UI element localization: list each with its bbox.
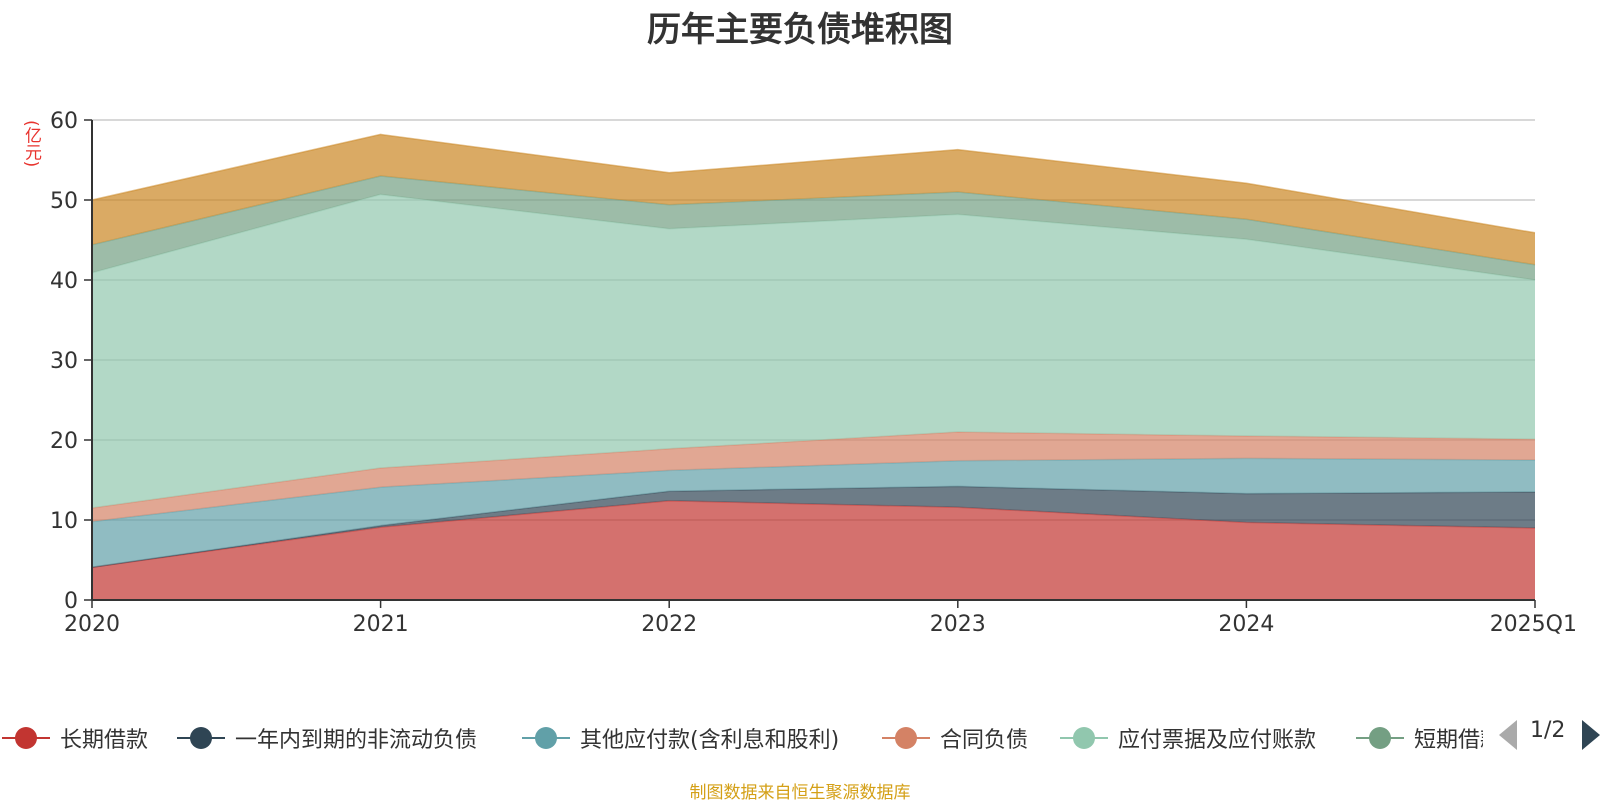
legend-item[interactable]: 合同负债 xyxy=(882,718,1028,758)
legend-marker-icon xyxy=(177,718,225,758)
legend-marker-dot xyxy=(190,727,212,749)
legend-item[interactable]: 短期借款 xyxy=(1356,718,1483,758)
y-tick-label: 50 xyxy=(50,189,78,214)
y-tick-label: 20 xyxy=(50,429,78,454)
y-tick-label: 30 xyxy=(50,349,78,374)
legend-label: 短期借款 xyxy=(1414,728,1483,753)
area-series-1 xyxy=(92,486,1535,568)
x-tick-label: 2024 xyxy=(1218,612,1274,637)
legend-item[interactable]: 应付票据及应付账款 xyxy=(1060,718,1316,758)
legend-marker-dot xyxy=(535,727,557,749)
x-tick-label: 2022 xyxy=(641,612,697,637)
chart-legend: 长期借款 一年内到期的非流动负债 其他应付款(含利息和股利) 合同负债 应付票据及应付账… xyxy=(0,718,1600,758)
area-series xyxy=(91,133,1536,600)
legend-marker-dot xyxy=(1073,727,1095,749)
legend-page-indicator: 1/2 xyxy=(1530,718,1566,743)
legend-label: 合同负债 xyxy=(940,728,1029,753)
area-series-3 xyxy=(92,432,1535,522)
legend-marker-icon xyxy=(1356,718,1404,758)
y-axis-unit-label: (亿元) xyxy=(21,120,41,168)
legend-prev-page-icon[interactable] xyxy=(1499,720,1517,750)
legend-item[interactable]: 长期借款 xyxy=(2,718,148,758)
chart-title: 历年主要负债堆积图 xyxy=(647,10,953,50)
area-series-5 xyxy=(92,176,1535,280)
legend-marker-dot xyxy=(15,727,37,749)
area-series-4 xyxy=(92,194,1535,508)
area-series-6 xyxy=(92,134,1535,265)
legend-marker-dot xyxy=(1369,727,1391,749)
area-series-2 xyxy=(92,458,1535,568)
y-tick-label: 10 xyxy=(50,509,78,534)
x-tick-label: 2021 xyxy=(353,612,409,637)
legend-marker-dot xyxy=(895,727,917,749)
legend-label: 长期借款 xyxy=(60,728,149,753)
x-tick-label: 2020 xyxy=(64,612,120,637)
stacked-area-chart: 0 10 20 30 40 50 60 2020 2021 2022 2023 2024 2025Q1 xyxy=(50,109,1577,637)
y-tick-label: 0 xyxy=(64,589,78,614)
legend-item[interactable]: 其他应付款(含利息和股利) xyxy=(522,718,839,758)
source-note: 制图数据来自恒生聚源数据库 xyxy=(689,783,911,803)
x-tick-label: 2025Q1 xyxy=(1490,612,1577,637)
axes: 0 10 20 30 40 50 60 2020 2021 2022 2023 2024 2025Q1 xyxy=(50,109,1577,637)
legend-marker-icon xyxy=(522,718,570,758)
area-edge-6 xyxy=(91,133,1536,234)
legend-marker-icon xyxy=(882,718,930,758)
legend-item[interactable]: 一年内到期的非流动负债 xyxy=(177,718,477,758)
legend-items: 长期借款 一年内到期的非流动负债 其他应付款(含利息和股利) 合同负债 应付票据及应付账… xyxy=(0,718,1483,758)
legend-next-page-icon[interactable] xyxy=(1582,720,1600,750)
x-tick-label: 2023 xyxy=(930,612,986,637)
y-tick-label: 40 xyxy=(50,269,78,294)
legend-label: 应付票据及应付账款 xyxy=(1118,728,1317,753)
legend-marker-icon xyxy=(2,718,50,758)
y-tick-label: 60 xyxy=(50,109,78,134)
area-series-0 xyxy=(92,500,1535,600)
legend-label: 其他应付款(含利息和股利) xyxy=(580,728,840,753)
legend-label: 一年内到期的非流动负债 xyxy=(235,728,478,753)
legend-marker-icon xyxy=(1060,718,1108,758)
